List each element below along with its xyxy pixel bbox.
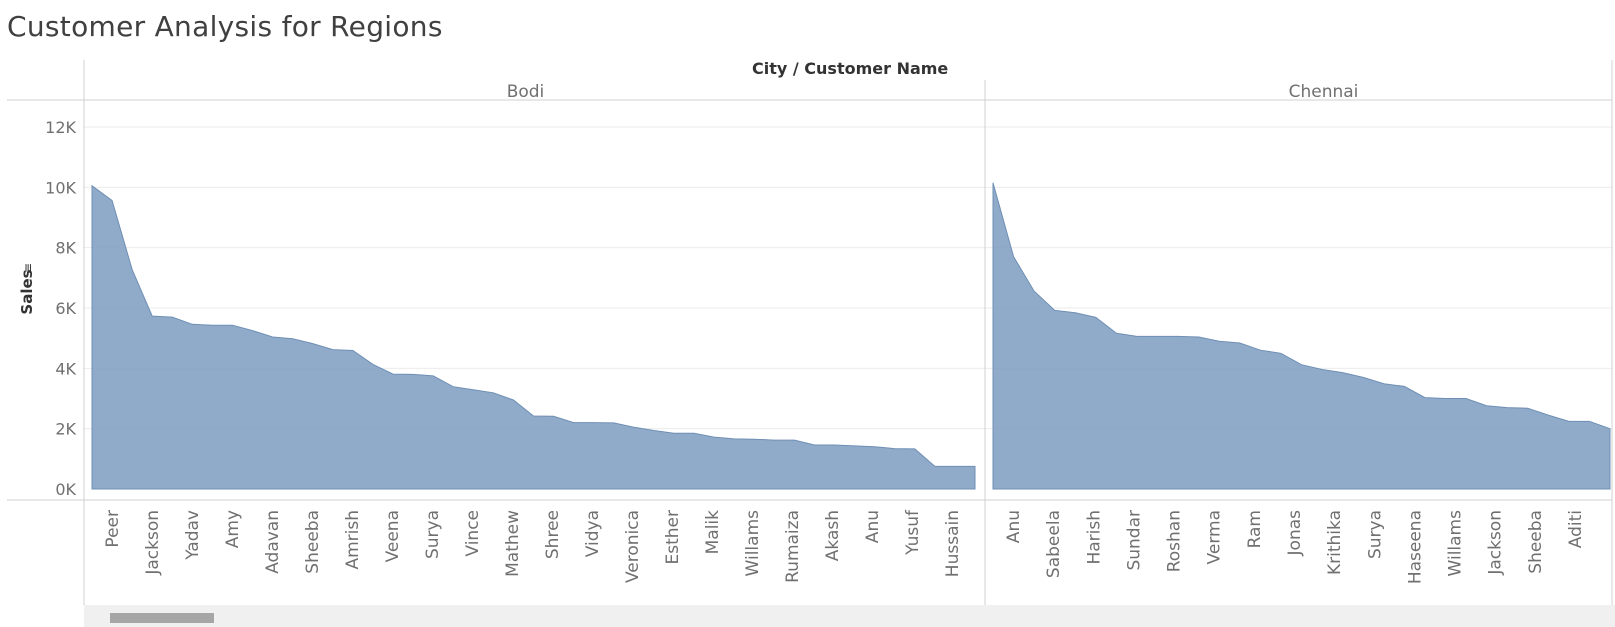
x-tick-label: Esther xyxy=(663,510,683,565)
sort-icon: ≡ xyxy=(21,263,35,273)
x-tick-label: Anu xyxy=(863,510,883,543)
x-tick-label: Rumaiza xyxy=(783,510,803,583)
x-tick-label: Ram xyxy=(1245,510,1265,548)
y-tick-label: 8K xyxy=(55,239,76,258)
scrollbar-thumb[interactable] xyxy=(110,613,214,623)
x-tick-label: Akash xyxy=(823,510,843,561)
city-header-chennai: Chennai xyxy=(1289,82,1359,102)
x-tick-label: Sheeba xyxy=(1526,510,1546,574)
x-tick-label: Jackson xyxy=(143,510,163,576)
y-tick-label: 10K xyxy=(45,178,76,197)
x-tick-label: Willams xyxy=(743,510,763,577)
x-tick-label: Surya xyxy=(1365,510,1385,559)
x-tick-label: Haseena xyxy=(1405,510,1425,584)
x-tick-label: Verma xyxy=(1205,510,1225,564)
city-header-bodi: Bodi xyxy=(507,82,545,102)
x-tick-label: Amy xyxy=(223,510,243,548)
sales-area-chennai xyxy=(992,182,1611,490)
x-tick-label: Shree xyxy=(543,510,563,559)
x-tick-label: Sundar xyxy=(1124,510,1144,571)
x-tick-label: Jonas xyxy=(1285,510,1305,557)
x-tick-label: Sabeela xyxy=(1044,510,1064,578)
x-tick-label: Roshan xyxy=(1165,510,1185,572)
x-tick-label: Aditi xyxy=(1566,510,1586,548)
x-tick-label: Amrish xyxy=(343,510,363,570)
x-tick-label: Veronica xyxy=(623,510,643,583)
x-tick-label: Peer xyxy=(103,510,123,548)
x-tick-label: Yusuf xyxy=(903,509,923,556)
x-tick-label: Yadav xyxy=(183,510,203,561)
x-tick-label: Adavan xyxy=(263,510,283,574)
x-tick-label: Hussain xyxy=(943,510,963,577)
chart-title: Customer Analysis for Regions xyxy=(7,10,443,43)
x-tick-label: Willams xyxy=(1446,510,1466,577)
x-tick-label: Anu xyxy=(1004,510,1024,543)
x-tick-label: Veena xyxy=(383,510,403,562)
x-tick-label: Sheeba xyxy=(303,510,323,574)
y-tick-label: 12K xyxy=(45,118,76,137)
column-header-title: City / Customer Name xyxy=(752,59,949,78)
x-tick-label: Jackson xyxy=(1486,510,1506,576)
x-tick-label: Surya xyxy=(423,510,443,559)
x-tick-label: Harish xyxy=(1084,510,1104,565)
x-tick-label: Malik xyxy=(703,510,723,555)
horizontal-scrollbar[interactable] xyxy=(84,605,1615,627)
y-tick-label: 0K xyxy=(55,480,76,499)
x-tick-label: Vince xyxy=(463,510,483,557)
x-tick-label: Mathew xyxy=(503,510,523,577)
y-axis-title: Sales xyxy=(18,269,36,314)
x-tick-label: Vidya xyxy=(583,510,603,557)
y-tick-label: 4K xyxy=(55,359,76,378)
y-tick-label: 2K xyxy=(55,420,76,439)
sales-area-bodi xyxy=(91,184,976,490)
y-tick-label: 6K xyxy=(55,299,76,318)
x-tick-label: Krithika xyxy=(1325,510,1345,575)
area-chart: 12K 10K 8K 6K 4K 2K 0K Sales≡ Bodi Peer Jackson Yad… xyxy=(7,60,1613,605)
